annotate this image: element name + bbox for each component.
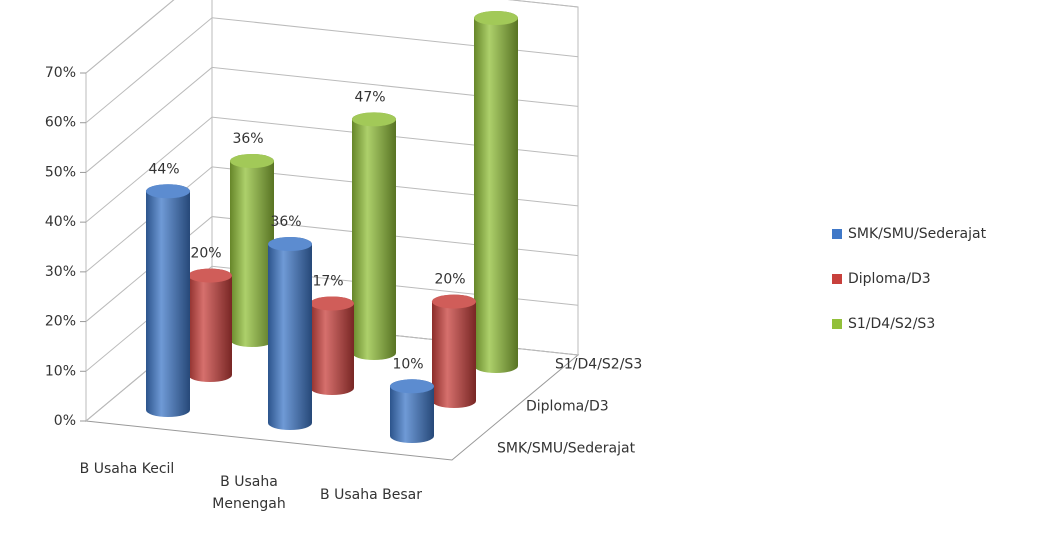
cylinder	[390, 379, 434, 443]
cylinder	[268, 237, 312, 430]
value-label: 36%	[270, 214, 301, 230]
value-label: 36%	[232, 131, 263, 147]
value-label: 20%	[434, 272, 465, 288]
y-tick-label: 30%	[45, 264, 76, 280]
depth-label: S1/D4/S2/S3	[555, 357, 642, 373]
value-label: 47%	[354, 89, 385, 105]
grid-line	[85, 166, 579, 273]
y-tick-label: 50%	[45, 164, 76, 180]
value-label: 70%	[476, 0, 507, 4]
grid-line	[85, 265, 579, 372]
cylinder	[310, 296, 354, 395]
cylinder-top	[188, 268, 232, 283]
cylinder	[188, 268, 233, 382]
y-tick-label: 20%	[45, 314, 76, 330]
legend-swatch	[832, 229, 842, 239]
cylinder-top	[310, 296, 354, 311]
cylinder-top	[146, 184, 190, 199]
cylinder	[474, 11, 518, 373]
cylinder-top	[352, 112, 396, 127]
grid-line	[85, 0, 579, 74]
depth-label: Diploma/D3	[526, 399, 609, 415]
x-tick-label: B Usaha Menengah	[212, 473, 286, 512]
x-tick-label: B Usaha Besar	[320, 486, 422, 503]
legend-label: Diploma/D3	[848, 271, 931, 287]
legend-label: S1/D4/S2/S3	[848, 316, 935, 332]
y-tick-label: 70%	[45, 65, 76, 81]
legend-swatch	[832, 319, 842, 329]
grid-line	[85, 216, 579, 322]
value-label: 20%	[190, 246, 221, 262]
cylinder-top	[390, 379, 434, 394]
x-tick-label: B Usaha Kecil	[79, 460, 175, 477]
cylinder-top	[474, 11, 518, 25]
cylinder	[432, 294, 476, 408]
grid-line	[85, 17, 579, 124]
y-tick-label: 60%	[45, 115, 76, 131]
cylinder	[352, 112, 396, 360]
cylinder-top	[268, 237, 312, 252]
value-label: 10%	[392, 356, 423, 372]
cylinder-top	[432, 294, 476, 309]
grid-line	[85, 66, 579, 173]
y-tick-label: 10%	[45, 363, 76, 379]
legend-swatch	[832, 274, 842, 284]
depth-label: SMK/SMU/Sederajat	[497, 441, 636, 457]
cylinder-top	[230, 154, 274, 169]
cylinder	[230, 154, 274, 347]
grid-line	[85, 116, 579, 223]
legend-label: SMK/SMU/Sederajat	[848, 226, 987, 242]
value-label: 44%	[148, 161, 179, 177]
y-tick-label: 0%	[54, 413, 76, 429]
cylinder	[146, 184, 190, 417]
value-label: 17%	[312, 273, 343, 289]
y-tick-label: 40%	[45, 214, 76, 230]
